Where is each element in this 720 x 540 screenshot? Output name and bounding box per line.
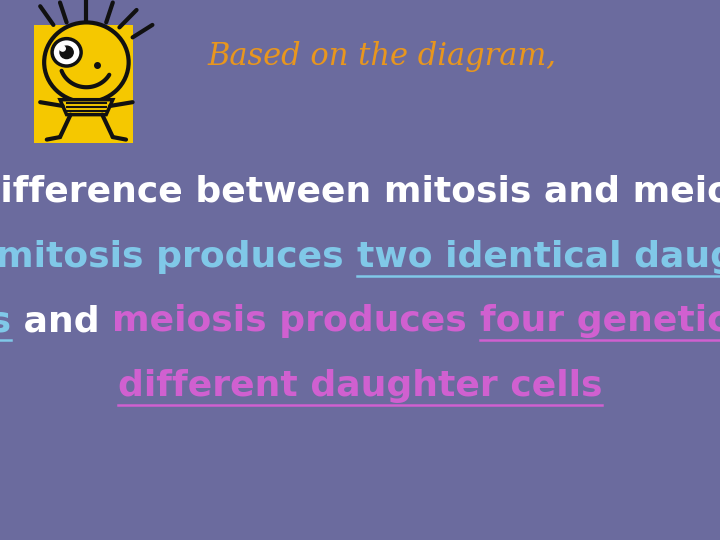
FancyBboxPatch shape <box>34 25 132 143</box>
Polygon shape <box>60 100 113 114</box>
Text: mitosis produces: mitosis produces <box>0 240 356 273</box>
Text: two identical daughter: two identical daughter <box>356 240 720 273</box>
Text: different daughter cells: different daughter cells <box>118 369 602 403</box>
Circle shape <box>52 39 81 66</box>
Text: The difference between mitosis and meiosis is: The difference between mitosis and meios… <box>0 175 720 208</box>
Text: and: and <box>12 305 112 338</box>
Text: meiosis produces: meiosis produces <box>112 305 480 338</box>
Text: four genetically: four genetically <box>480 305 720 338</box>
Text: cells: cells <box>0 305 12 338</box>
Text: Based on the diagram,: Based on the diagram, <box>207 41 556 72</box>
Circle shape <box>60 46 73 58</box>
Circle shape <box>44 23 129 102</box>
Circle shape <box>60 46 66 51</box>
